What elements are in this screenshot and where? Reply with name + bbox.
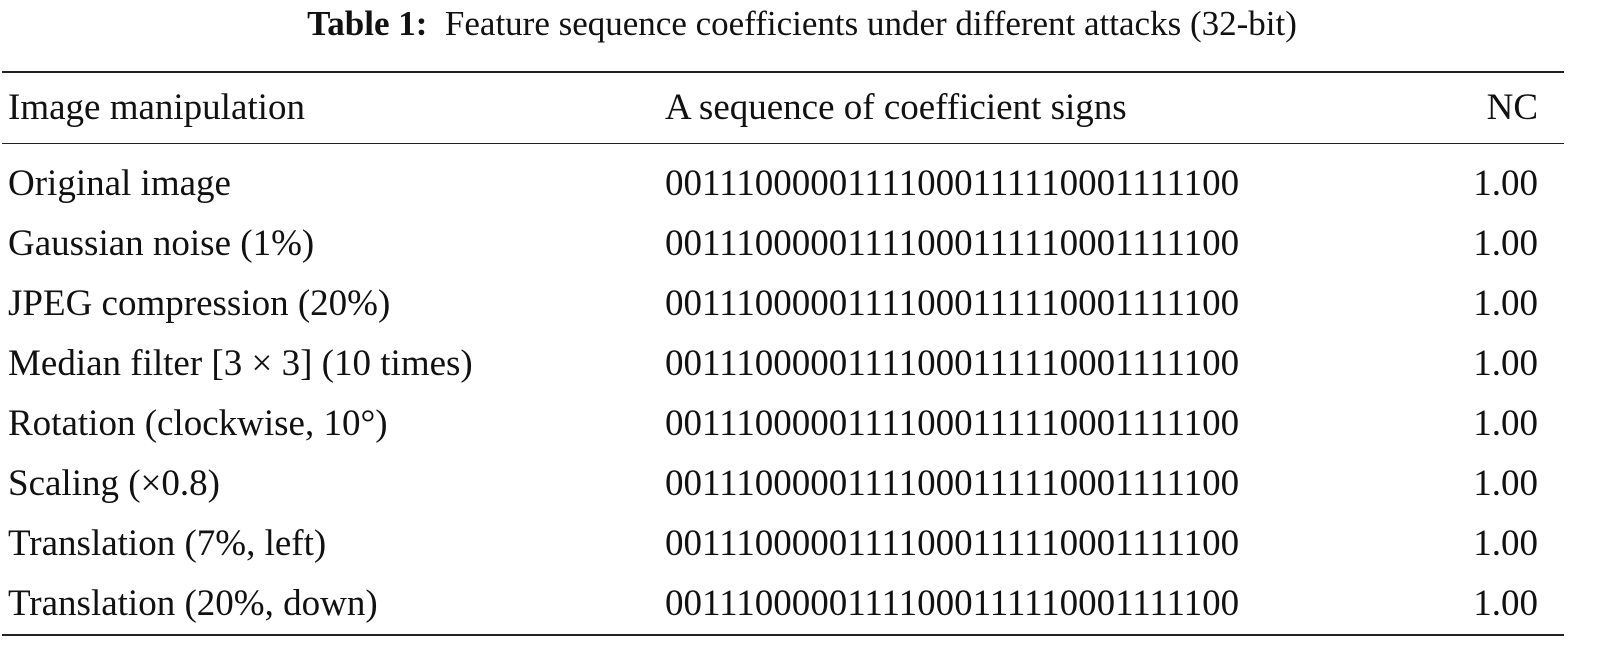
caption-text: Feature sequence coefficients under diff… bbox=[444, 4, 1297, 43]
cell-nc: 1.00 bbox=[1473, 343, 1538, 384]
bottom-rule bbox=[2, 634, 1564, 636]
table-row: JPEG compression (20%) 001110000011110001… bbox=[0, 274, 1604, 334]
cell-sequence: 00111000001111000111110001111100 bbox=[665, 163, 1240, 204]
cell-sequence: 00111000001111000111110001111100 bbox=[665, 583, 1240, 624]
caption-label: Table 1: bbox=[307, 4, 428, 43]
cell-nc: 1.00 bbox=[1473, 283, 1538, 324]
header-rule bbox=[2, 143, 1564, 144]
table-row: Original image 00111000001111000111110001… bbox=[0, 154, 1604, 214]
cell-manipulation: Gaussian noise (1%) bbox=[8, 223, 315, 264]
cell-nc: 1.00 bbox=[1473, 523, 1538, 564]
cell-sequence: 00111000001111000111110001111100 bbox=[665, 523, 1240, 564]
header-row: Image manipulation A sequence of coeffic… bbox=[0, 78, 1604, 138]
table-row: Translation (7%, left) 001110000011110001… bbox=[0, 514, 1604, 574]
cell-sequence: 00111000001111000111110001111100 bbox=[665, 223, 1240, 264]
header-nc: NC bbox=[1486, 87, 1538, 128]
header-image-manipulation: Image manipulation bbox=[8, 87, 305, 128]
cell-manipulation: Median filter [3 × 3] (10 times) bbox=[8, 343, 473, 384]
cell-nc: 1.00 bbox=[1473, 223, 1538, 264]
table-row: Rotation (clockwise, 10°) 001110000011110… bbox=[0, 394, 1604, 454]
top-rule bbox=[2, 71, 1564, 73]
cell-nc: 1.00 bbox=[1473, 163, 1538, 204]
cell-nc: 1.00 bbox=[1473, 583, 1538, 624]
cell-nc: 1.00 bbox=[1473, 463, 1538, 504]
header-sequence: A sequence of coefficient signs bbox=[665, 87, 1127, 128]
cell-sequence: 00111000001111000111110001111100 bbox=[665, 403, 1240, 444]
cell-sequence: 00111000001111000111110001111100 bbox=[665, 283, 1240, 324]
cell-manipulation: Scaling (×0.8) bbox=[8, 463, 220, 504]
cell-manipulation: JPEG compression (20%) bbox=[8, 283, 391, 324]
cell-manipulation: Translation (20%, down) bbox=[8, 583, 378, 624]
table-row: Translation (20%, down) 00111000001111000… bbox=[0, 574, 1604, 634]
cell-sequence: 00111000001111000111110001111100 bbox=[665, 463, 1240, 504]
table-row: Median filter [3 × 3] (10 times) 00111000… bbox=[0, 334, 1604, 394]
table-caption: Table 1: Feature sequence coefficients u… bbox=[0, 4, 1604, 44]
cell-sequence: 00111000001111000111110001111100 bbox=[665, 343, 1240, 384]
table-row: Gaussian noise (1%) 001110000011110001111… bbox=[0, 214, 1604, 274]
cell-nc: 1.00 bbox=[1473, 403, 1538, 444]
cell-manipulation: Original image bbox=[8, 163, 231, 204]
cell-manipulation: Translation (7%, left) bbox=[8, 523, 327, 564]
table-row: Scaling (×0.8) 00111000001111000111110001… bbox=[0, 454, 1604, 514]
cell-manipulation: Rotation (clockwise, 10°) bbox=[8, 403, 388, 444]
